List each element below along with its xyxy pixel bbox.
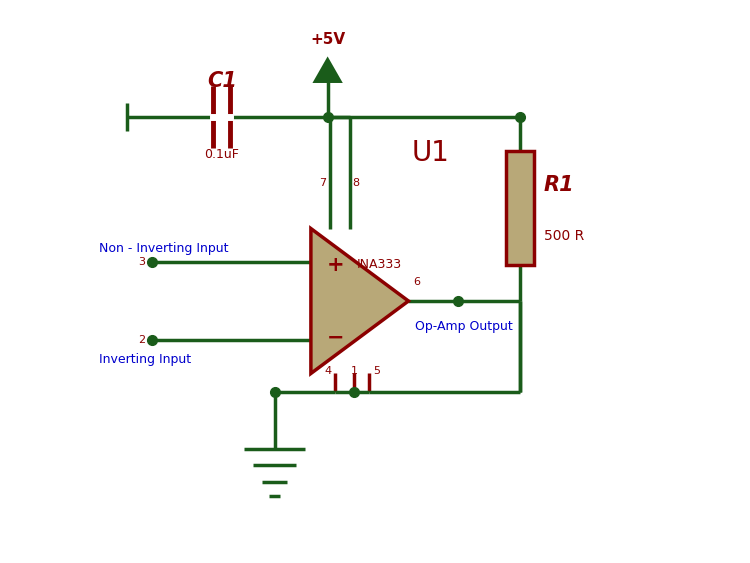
- Text: +5V: +5V: [310, 32, 345, 47]
- Text: 0.1uF: 0.1uF: [204, 148, 239, 161]
- Text: 5: 5: [373, 367, 380, 376]
- Text: INA333: INA333: [357, 258, 402, 271]
- Text: Op-Amp Output: Op-Amp Output: [416, 320, 513, 333]
- Bar: [506, 150, 534, 265]
- Text: 3: 3: [138, 257, 146, 267]
- Text: 7: 7: [319, 178, 326, 189]
- Text: 4: 4: [325, 367, 332, 376]
- Text: Inverting Input: Inverting Input: [99, 353, 191, 366]
- Text: 1: 1: [351, 367, 358, 376]
- Text: Non - Inverting Input: Non - Inverting Input: [99, 242, 229, 254]
- Text: R1: R1: [544, 175, 574, 195]
- Text: 8: 8: [352, 178, 360, 189]
- Text: U1: U1: [412, 139, 450, 167]
- Polygon shape: [311, 229, 409, 373]
- Text: 500 R: 500 R: [544, 229, 584, 243]
- Text: C1: C1: [207, 71, 237, 91]
- Polygon shape: [314, 59, 341, 82]
- Text: 2: 2: [138, 335, 146, 345]
- Text: +: +: [327, 255, 345, 275]
- Text: −: −: [327, 327, 345, 347]
- Text: 6: 6: [413, 277, 420, 287]
